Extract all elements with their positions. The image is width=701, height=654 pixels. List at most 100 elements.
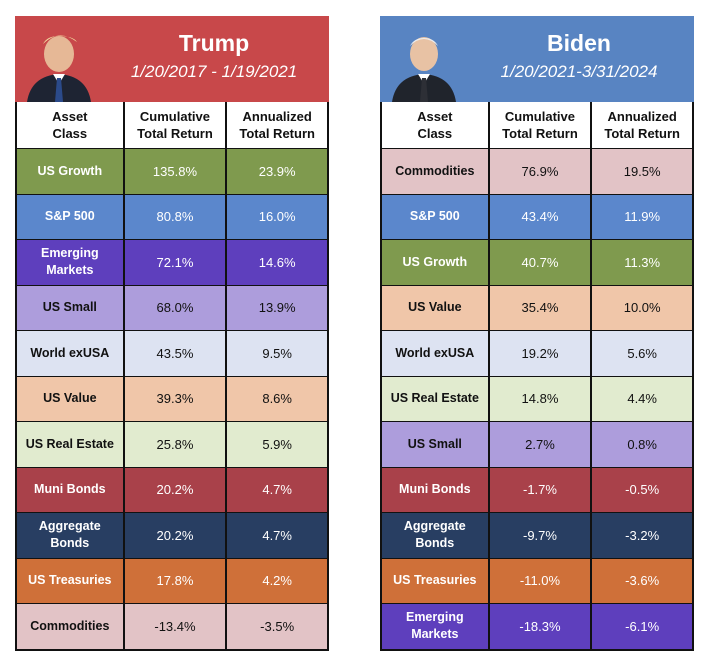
col-header-asset-class: Asset Class [417,109,453,141]
cumulative-return-cell: -1.7% [487,467,591,512]
annualized-return-cell: 9.5% [225,331,327,376]
table-row: Muni Bonds 20.2% 4.7% [17,466,327,512]
table-row: US Treasuries -11.0% -3.6% [382,557,692,603]
table-row: Commodities -13.4% -3.5% [17,603,327,649]
cumulative-return-cell: 20.2% [122,467,226,512]
asset-class-cell: US Growth [402,254,468,269]
annualized-return-cell: -3.5% [225,604,327,649]
asset-class-cell: S&P 500 [409,209,460,224]
asset-class-cell: Emerging Markets [40,246,99,278]
cumulative-return-cell: 43.4% [487,194,591,239]
annualized-return-cell: 19.5% [590,149,692,194]
cumulative-return-cell: -13.4% [122,604,226,649]
table-row: US Treasuries 17.8% 4.2% [17,557,327,603]
biden-header-row: Asset Class Cumulative Total Return Annu… [382,102,692,148]
annualized-return-cell: 8.6% [225,376,327,421]
annualized-return-cell: -3.2% [590,513,692,558]
cumulative-return-cell: -11.0% [487,558,591,603]
col-header-asset-class: Asset Class [52,109,88,141]
annualized-return-cell: 0.8% [590,422,692,467]
table-row: Emerging Markets -18.3% -6.1% [382,603,692,649]
trump-table: Asset Class Cumulative Total Return Annu… [15,102,329,651]
annualized-return-cell: -0.5% [590,467,692,512]
table-row: US Value 35.4% 10.0% [382,284,692,330]
asset-class-cell: US Real Estate [390,391,479,406]
cumulative-return-cell: 43.5% [122,331,226,376]
asset-class-cell: World exUSA [30,345,110,360]
biden-header: Biden 1/20/2021-3/31/2024 [380,16,694,102]
cumulative-return-cell: 25.8% [122,422,226,467]
asset-class-cell: US Treasuries [28,573,112,588]
biden-title: Biden [547,30,611,56]
col-header-annualized: Annualized Total Return [225,102,327,148]
cumulative-return-cell: 72.1% [122,240,226,285]
annualized-return-cell: 5.9% [225,422,327,467]
trump-header: Trump 1/20/2017 - 1/19/2021 [15,16,329,102]
asset-class-cell: World exUSA [395,345,475,360]
asset-class-cell: Muni Bonds [34,482,106,497]
cumulative-return-cell: 20.2% [122,513,226,558]
annualized-return-cell: 4.7% [225,513,327,558]
cumulative-return-cell: -9.7% [487,513,591,558]
table-row: US Real Estate 14.8% 4.4% [382,375,692,421]
table-row: Emerging Markets 72.1% 14.6% [17,239,327,285]
biden-date-range: 1/20/2021-3/31/2024 [500,62,658,81]
table-row: Muni Bonds -1.7% -0.5% [382,466,692,512]
asset-class-cell: US Small [42,300,97,315]
asset-class-cell: US Treasuries [393,573,477,588]
annualized-return-cell: 23.9% [225,149,327,194]
cumulative-return-cell: -18.3% [487,604,591,649]
table-row: World exUSA 19.2% 5.6% [382,330,692,376]
asset-class-cell: US Value [408,300,462,315]
col-header-annualized: Annualized Total Return [590,102,692,148]
annualized-return-cell: 4.2% [225,558,327,603]
cumulative-return-cell: 39.3% [122,376,226,421]
biden-rows: Commodities 76.9% 19.5% S&P 500 43.4% 11.9% US… [382,148,692,649]
cumulative-return-cell: 14.8% [487,376,591,421]
table-row: S&P 500 43.4% 11.9% [382,193,692,239]
table-row: US Value 39.3% 8.6% [17,375,327,421]
annualized-return-cell: 14.6% [225,240,327,285]
col-header-cumulative: Cumulative Total Return [487,102,591,148]
asset-class-cell: US Real Estate [25,436,114,451]
annualized-return-cell: 10.0% [590,285,692,330]
asset-class-cell: US Small [407,436,462,451]
biden-panel: Biden 1/20/2021-3/31/2024 Asset Class Cu… [380,16,694,651]
biden-portrait-icon [392,37,456,102]
trump-panel: Trump 1/20/2017 - 1/19/2021 Asset Class … [15,16,329,651]
annualized-return-cell: 11.9% [590,194,692,239]
trump-portrait-icon [27,35,91,102]
annualized-return-cell: 5.6% [590,331,692,376]
cumulative-return-cell: 40.7% [487,240,591,285]
asset-class-cell: Commodities [395,163,475,178]
cumulative-return-cell: 17.8% [122,558,226,603]
cumulative-return-cell: 68.0% [122,285,226,330]
table-row: S&P 500 80.8% 16.0% [17,193,327,239]
asset-class-cell: S&P 500 [44,209,95,224]
annualized-return-cell: -6.1% [590,604,692,649]
asset-class-cell: Muni Bonds [399,482,471,497]
trump-title: Trump [178,30,250,56]
table-row: World exUSA 43.5% 9.5% [17,330,327,376]
trump-rows: US Growth 135.8% 23.9% S&P 500 80.8% 16.0% Eme… [17,148,327,649]
asset-class-cell: Emerging Markets [405,610,464,642]
annualized-return-cell: 4.7% [225,467,327,512]
cumulative-return-cell: 19.2% [487,331,591,376]
trump-date-range: 1/20/2017 - 1/19/2021 [130,62,298,81]
annualized-return-cell: 4.4% [590,376,692,421]
cumulative-return-cell: 135.8% [122,149,226,194]
table-row: Aggregate Bonds -9.7% -3.2% [382,512,692,558]
asset-class-cell: Aggregate Bonds [38,519,101,551]
annualized-return-cell: -3.6% [590,558,692,603]
table-row: US Small 2.7% 0.8% [382,421,692,467]
biden-table: Asset Class Cumulative Total Return Annu… [380,102,694,651]
asset-class-cell: US Growth [37,163,103,178]
asset-class-cell: US Value [43,391,97,406]
asset-class-cell: Aggregate Bonds [403,519,466,551]
cumulative-return-cell: 80.8% [122,194,226,239]
table-row: US Small 68.0% 13.9% [17,284,327,330]
annualized-return-cell: 16.0% [225,194,327,239]
table-row: US Growth 135.8% 23.9% [17,148,327,194]
cumulative-return-cell: 2.7% [487,422,591,467]
table-row: Commodities 76.9% 19.5% [382,148,692,194]
